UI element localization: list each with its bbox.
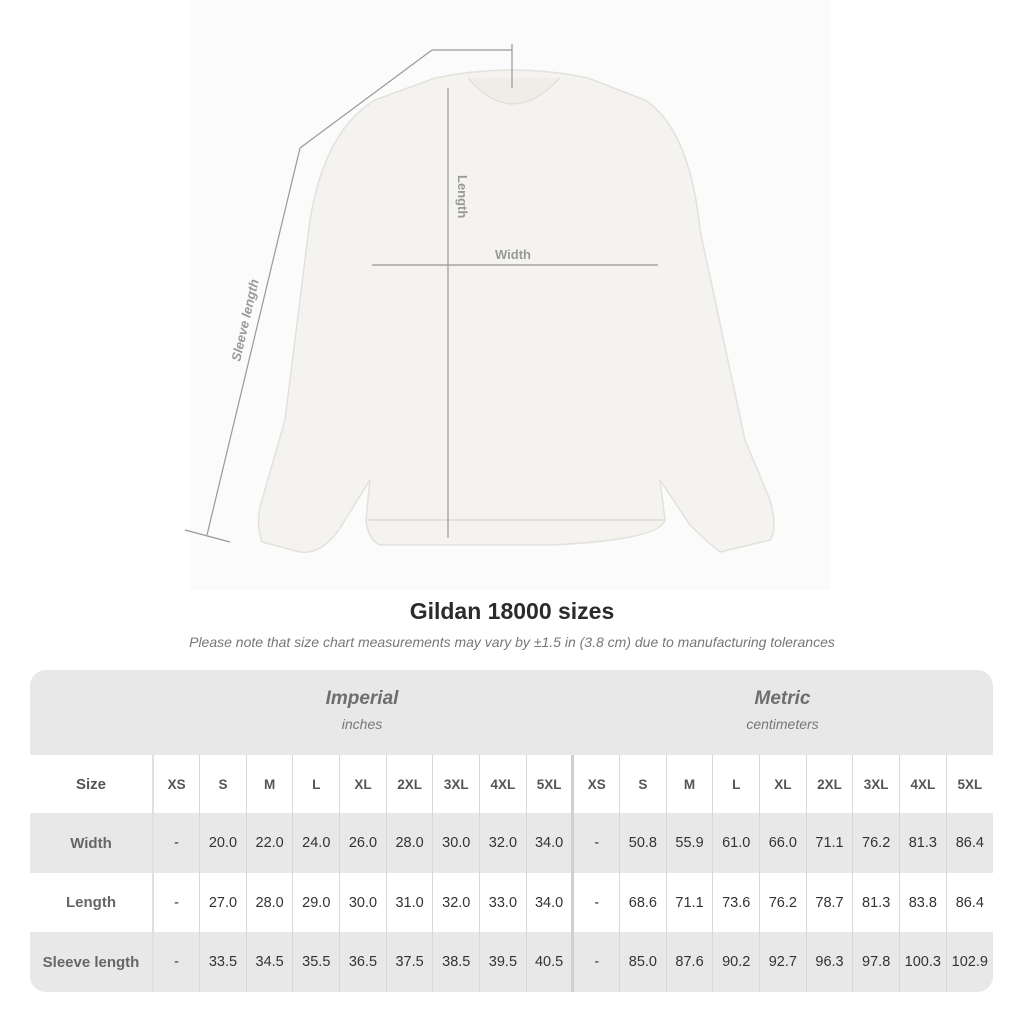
table-cell: 28.0 [245,873,293,932]
size-table-card: Imperial inches Metric centimeters Size X… [30,670,993,992]
table-row: Size XS S M L XL 2XL 3XL 4XL 5XL XS S M L XL 2XL 3XL 4XL 5… [30,755,993,813]
sweatshirt-diagram: Length Width Sleeve length [184,44,775,553]
table-cell: 5XL [525,755,573,813]
table-cell: 34.5 [245,932,293,992]
table-cell: 92.7 [759,932,807,992]
tolerance-note: Please note that size chart measurements… [189,634,835,650]
table-cell: - [571,813,620,873]
table-cell: 29.0 [292,873,340,932]
table-cell: 5XL [945,755,993,813]
table-row: Length -27.0 28.0 29.0 30.0 31.0 32.0 33.0 34.0-… [30,873,993,932]
table-cell: 81.3 [899,813,947,873]
table-cell: 71.1 [805,813,853,873]
table-cell: 26.0 [339,813,387,873]
table-cell: 55.9 [665,813,713,873]
sweatshirt-body [257,69,775,553]
table-cell: XL [339,755,387,813]
imperial-unit: inches [341,716,383,732]
table-cell: 4XL [479,755,527,813]
table-cell: 34.0 [525,873,573,932]
table-cell: 30.0 [432,813,480,873]
table-cell: 68.6 [619,873,667,932]
table-cell: 4XL [899,755,947,813]
table-cell: 20.0 [199,813,247,873]
table-cell: 87.6 [665,932,713,992]
row-label: Width [30,813,154,873]
table-cell: M [245,755,293,813]
table-row: Width -20.0 22.0 24.0 26.0 28.0 30.0 32.0 34.0-5… [30,813,993,873]
table-cell: 34.0 [525,813,573,873]
table-cell: 3XL [432,755,480,813]
row-label: Length [30,873,154,932]
table-cell: 33.5 [199,932,247,992]
table-cell: - [152,932,200,992]
table-cell: - [152,873,200,932]
table-cell: 22.0 [245,813,293,873]
table-cell: 90.2 [712,932,760,992]
row-label: Size [30,755,154,813]
table-cell: 31.0 [385,873,433,932]
table-cell: 83.8 [899,873,947,932]
table-cell: M [665,755,713,813]
table-cell: XS [152,755,200,813]
table-cell: - [152,813,200,873]
metric-unit: centimeters [746,716,819,732]
table-cell: XL [759,755,807,813]
table-cell: 24.0 [292,813,340,873]
table-cell: L [292,755,340,813]
table-cell: S [619,755,667,813]
table-cell: 38.5 [432,932,480,992]
imperial-title: Imperial [325,688,399,709]
size-table: Size XS S M L XL 2XL 3XL 4XL 5XL XS S M L XL 2XL 3XL 4XL 5… [30,755,993,992]
row-label: Sleeve length [30,932,154,992]
table-cell: 86.4 [945,873,993,932]
table-row: Sleeve length -33.5 34.5 35.5 36.5 37.5 38.5 39… [30,932,993,992]
table-cell: 40.5 [525,932,573,992]
table-cell: S [199,755,247,813]
metric-title: Metric [754,688,811,709]
table-cell: 3XL [852,755,900,813]
table-cell: 71.1 [665,873,713,932]
table-cell: 76.2 [759,873,807,932]
metric-header: Metric centimeters [572,670,993,755]
width-label: Width [495,247,531,262]
table-cell: 27.0 [199,873,247,932]
table-cell: 66.0 [759,813,807,873]
table-cell: 2XL [385,755,433,813]
table-cell: 102.9 [945,932,993,992]
table-cell: - [571,932,620,992]
table-cell: 35.5 [292,932,340,992]
table-cell: 36.5 [339,932,387,992]
table-cell: 81.3 [852,873,900,932]
length-label: Length [455,175,470,218]
table-cell: 39.5 [479,932,527,992]
table-cell: 97.8 [852,932,900,992]
chart-title: Gildan 18000 sizes [409,598,615,624]
table-cell: 78.7 [805,873,853,932]
table-cell: XS [571,755,620,813]
table-cell: 86.4 [945,813,993,873]
table-cell: L [712,755,760,813]
table-cell: 32.0 [432,873,480,932]
imperial-header: Imperial inches [152,670,572,755]
table-cell: 28.0 [385,813,433,873]
table-cell: 100.3 [899,932,947,992]
table-cell: 96.3 [805,932,853,992]
table-cell: 50.8 [619,813,667,873]
table-cell: 76.2 [852,813,900,873]
table-cell: 61.0 [712,813,760,873]
table-cell: 33.0 [479,873,527,932]
table-cell: - [571,873,620,932]
table-cell: 30.0 [339,873,387,932]
table-cell: 32.0 [479,813,527,873]
table-cell: 85.0 [619,932,667,992]
table-cell: 37.5 [385,932,433,992]
table-cell: 73.6 [712,873,760,932]
table-cell: 2XL [805,755,853,813]
